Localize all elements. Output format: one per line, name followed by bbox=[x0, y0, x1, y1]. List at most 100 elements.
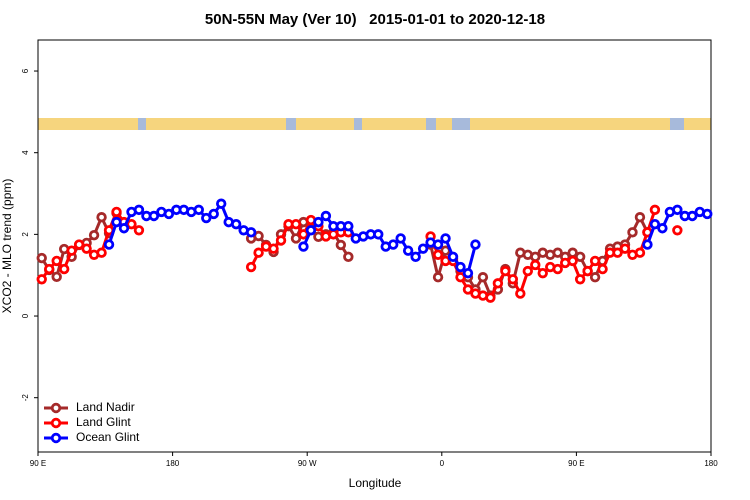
data-point bbox=[268, 243, 279, 254]
land-band bbox=[38, 118, 711, 130]
data-point bbox=[455, 261, 466, 273]
y-tick-label: 6 bbox=[21, 68, 30, 73]
data-point bbox=[462, 284, 474, 295]
data-point bbox=[111, 206, 122, 218]
data-point bbox=[163, 208, 175, 220]
data-point bbox=[582, 265, 593, 277]
data-point bbox=[485, 292, 496, 303]
data-point bbox=[627, 227, 638, 238]
data-point bbox=[589, 272, 601, 283]
data-point bbox=[447, 251, 459, 263]
data-point bbox=[245, 227, 257, 238]
data-point bbox=[634, 212, 646, 223]
data-point bbox=[432, 272, 444, 283]
chart-title: 50N-55N May (Ver 10) 2015-01-01 to 2020-… bbox=[205, 11, 545, 28]
data-point bbox=[530, 259, 541, 271]
data-point bbox=[133, 204, 145, 216]
data-point bbox=[657, 223, 668, 234]
data-point bbox=[455, 272, 466, 283]
x-tick-label: 90 W bbox=[298, 459, 317, 468]
data-point bbox=[672, 225, 683, 236]
legend-label: Land Nadir bbox=[76, 400, 135, 414]
data-point bbox=[672, 204, 683, 216]
legend-marker bbox=[50, 432, 62, 444]
data-point bbox=[58, 263, 70, 275]
data-point bbox=[574, 251, 586, 263]
data-point bbox=[500, 265, 511, 277]
data-point bbox=[298, 229, 309, 240]
data-point bbox=[612, 247, 623, 258]
data-point bbox=[111, 216, 122, 228]
data-point bbox=[66, 245, 77, 256]
legend-marker bbox=[50, 402, 62, 414]
data-point bbox=[275, 235, 287, 246]
data-point bbox=[230, 218, 242, 230]
legend-marker bbox=[50, 417, 62, 429]
data-point bbox=[96, 212, 107, 223]
data-point bbox=[96, 247, 107, 258]
data-point bbox=[649, 218, 661, 230]
data-point bbox=[470, 239, 481, 250]
data-point bbox=[320, 210, 332, 222]
data-point bbox=[216, 198, 227, 209]
x-tick-label: 180 bbox=[704, 459, 718, 468]
data-point bbox=[642, 239, 653, 250]
data-point bbox=[148, 210, 160, 222]
data-point bbox=[36, 274, 47, 285]
data-point bbox=[245, 261, 257, 273]
data-point bbox=[290, 218, 302, 230]
data-point bbox=[417, 243, 429, 254]
legend-label: Ocean Glint bbox=[76, 430, 140, 444]
data-point bbox=[193, 204, 204, 216]
data-point bbox=[201, 212, 212, 224]
data-point bbox=[208, 208, 219, 220]
data-point bbox=[597, 263, 608, 275]
data-point bbox=[552, 263, 563, 275]
plot-frame bbox=[37, 39, 712, 453]
x-tick-label: 90 E bbox=[30, 459, 46, 468]
data-point bbox=[432, 239, 444, 250]
data-point bbox=[574, 274, 586, 285]
data-point bbox=[335, 239, 347, 251]
y-tick-label: 2 bbox=[21, 232, 30, 237]
data-point bbox=[440, 233, 451, 244]
data-point bbox=[507, 274, 519, 285]
x-tick-label: 90 E bbox=[568, 459, 584, 468]
y-tick-label: -2 bbox=[21, 394, 30, 402]
data-point bbox=[51, 271, 62, 283]
data-point bbox=[589, 255, 601, 267]
y-tick-label: 4 bbox=[21, 150, 30, 155]
x-tick-label: 0 bbox=[440, 459, 445, 468]
data-point bbox=[298, 241, 309, 252]
data-point bbox=[103, 239, 115, 250]
x-tick-label: 180 bbox=[166, 459, 180, 468]
data-point bbox=[373, 229, 384, 240]
x-axis-label: Longitude bbox=[349, 476, 402, 490]
data-point bbox=[402, 245, 414, 256]
data-point bbox=[343, 220, 354, 232]
data-point bbox=[702, 208, 713, 220]
data-point bbox=[634, 247, 646, 258]
data-point bbox=[432, 249, 444, 260]
data-point bbox=[118, 223, 130, 234]
data-point bbox=[492, 278, 504, 289]
data-point bbox=[387, 239, 399, 250]
data-point bbox=[51, 255, 62, 267]
y-axis-label: XCO2 - MLO trend (ppm) bbox=[0, 179, 14, 314]
data-point bbox=[290, 233, 302, 244]
data-point bbox=[126, 218, 137, 230]
data-point bbox=[619, 243, 631, 254]
legend-label: Land Glint bbox=[76, 415, 131, 429]
data-point bbox=[253, 247, 264, 258]
data-point bbox=[410, 251, 421, 263]
data-point bbox=[515, 288, 526, 299]
data-point bbox=[305, 225, 317, 236]
data-point bbox=[462, 267, 474, 279]
data-point bbox=[537, 267, 548, 279]
data-point bbox=[313, 216, 324, 228]
data-point bbox=[552, 247, 563, 258]
data-point bbox=[687, 210, 698, 222]
data-point bbox=[36, 252, 47, 264]
y-tick-label: 0 bbox=[21, 313, 30, 318]
